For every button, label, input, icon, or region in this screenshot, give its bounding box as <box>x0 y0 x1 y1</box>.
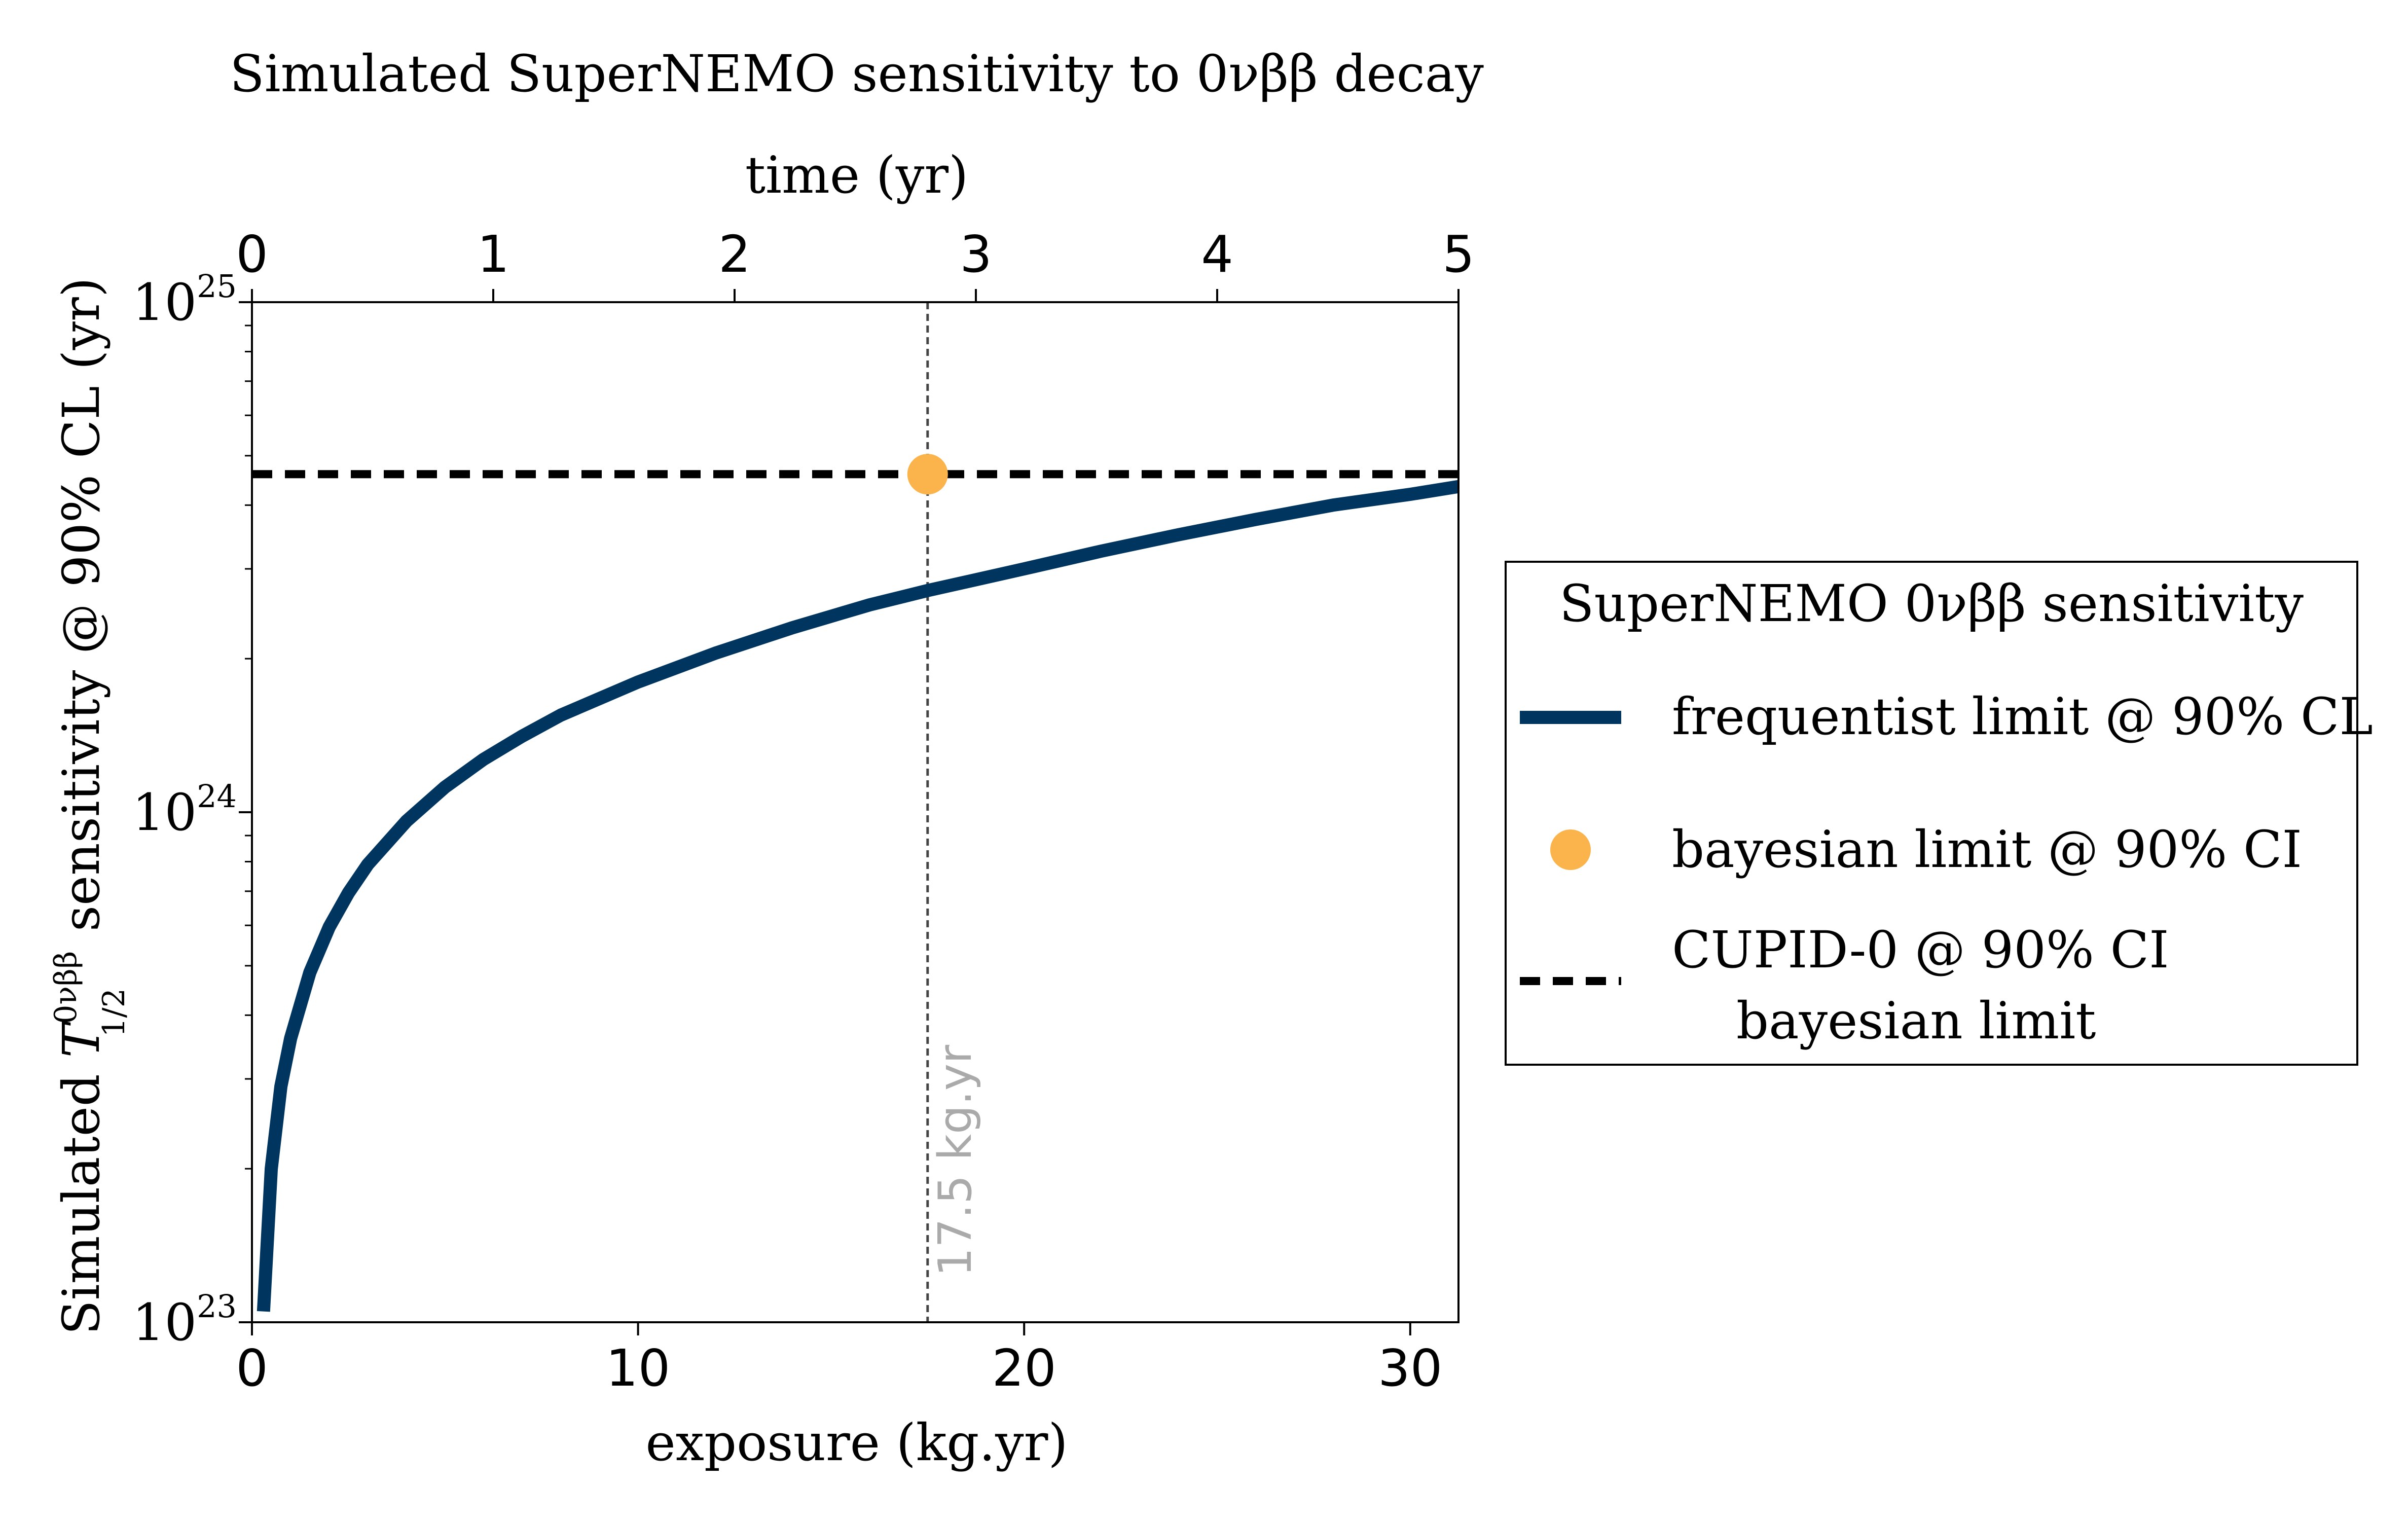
y-tick-label: 1024 <box>132 778 237 842</box>
y-axis-label-superscript: 0νββ <box>48 951 84 1024</box>
legend-label-frequentist: frequentist limit @ 90% CL <box>1672 687 2373 746</box>
series-point-bayesian <box>907 454 948 495</box>
top-x-tick-label: 5 <box>1442 225 1475 284</box>
y-axis-label-suffix: sensitivity @ 90% CL (yr) <box>52 277 111 948</box>
top-x-axis-label: time (yr) <box>745 146 968 205</box>
axes-ticks: 0 10 20 30 0 1 2 3 4 5 1023 1024 1025 <box>132 225 1475 1398</box>
legend-label-bayesian: bayesian limit @ 90% CI <box>1672 820 2302 879</box>
legend-title: SuperNEMO 0νββ sensitivity <box>1559 574 2304 633</box>
top-x-tick-label: 2 <box>718 225 751 284</box>
top-x-tick-label: 3 <box>960 225 992 284</box>
y-tick-label: 1025 <box>132 268 237 332</box>
y-tick-label: 1023 <box>132 1288 237 1352</box>
y-axis-label-prefix: Simulated <box>52 1058 111 1334</box>
legend-label-cupid-line1: CUPID-0 @ 90% CI <box>1672 920 2169 980</box>
x-tick-label: 10 <box>606 1338 670 1398</box>
annotation-label: 17.5 kg.yr <box>929 1045 982 1277</box>
series-line-frequentist <box>257 480 1460 1312</box>
legend-label-cupid-line2: bayesian limit <box>1736 991 2096 1051</box>
y-axis-label: Simulated T0νββ 1/2 sensitivity @ 90% CL … <box>48 277 132 1335</box>
legend-frame <box>1505 561 2358 1066</box>
x-tick-label: 0 <box>236 1338 268 1398</box>
legend: SuperNEMO 0νββ sensitivity frequentist l… <box>1505 561 2373 1066</box>
y-axis-label-symbol: T <box>52 1021 111 1058</box>
chart-title: Simulated SuperNEMO sensitivity to 0νββ … <box>230 44 1484 103</box>
legend-handle-bayesian <box>1550 829 1591 870</box>
x-tick-label: 20 <box>992 1338 1056 1398</box>
x-tick-label: 30 <box>1378 1338 1442 1398</box>
plot-area: 17.5 kg.yr <box>252 302 1460 1322</box>
y-axis-label-subscript: 1/2 <box>96 988 132 1037</box>
top-x-tick-label: 0 <box>236 225 268 284</box>
top-x-tick-label: 1 <box>477 225 509 284</box>
x-axis-label: exposure (kg.yr) <box>645 1413 1068 1472</box>
top-x-tick-label: 4 <box>1201 225 1233 284</box>
